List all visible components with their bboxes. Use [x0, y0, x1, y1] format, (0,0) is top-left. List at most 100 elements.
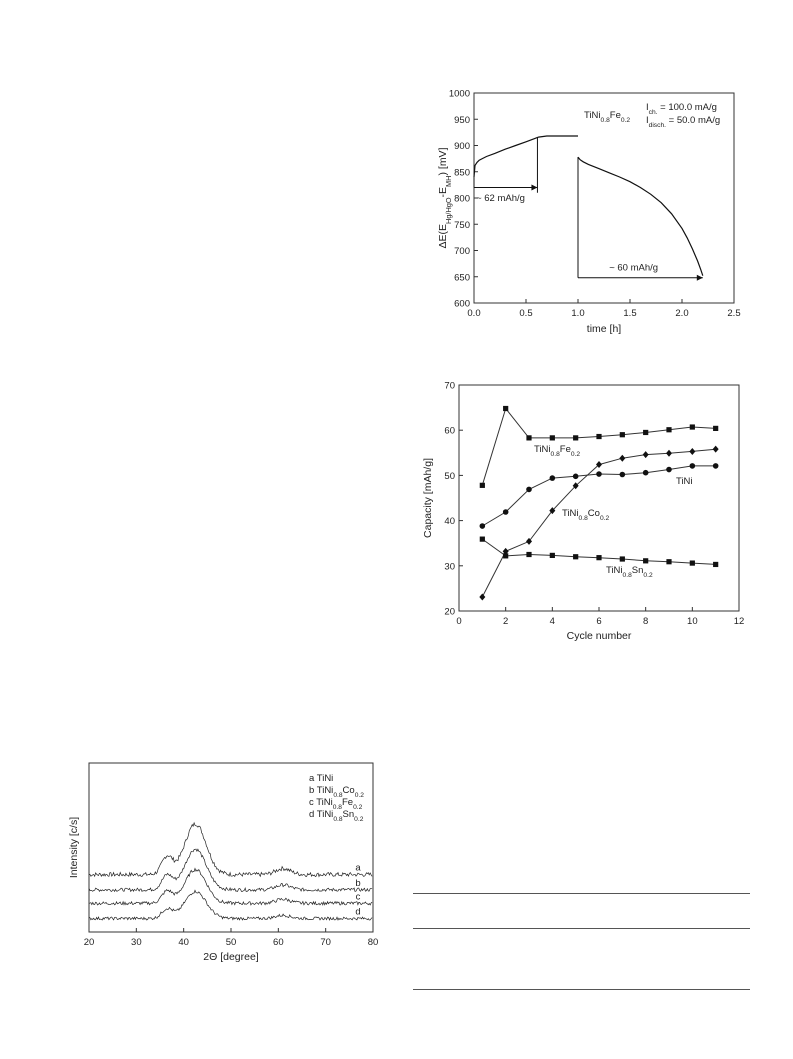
- data-point: [666, 449, 672, 457]
- data-point: [526, 551, 532, 558]
- y-tick-label: 850: [454, 167, 470, 178]
- data-point: [502, 509, 509, 515]
- data-point: [502, 547, 509, 555]
- discharge-current-label: Idisch. = 50.0 mA/g: [646, 115, 720, 129]
- series-line-3: [482, 538, 716, 565]
- data-point: [689, 447, 696, 455]
- discharge-capacity-note: ~ 60 mAh/g: [609, 262, 658, 273]
- x-tick-label: 8: [643, 616, 648, 627]
- x-tick-label: 30: [131, 937, 142, 948]
- data-point: [573, 554, 579, 560]
- data-point: [713, 561, 719, 568]
- series-line-0: [481, 407, 716, 486]
- data-point: [689, 560, 695, 566]
- data-point: [573, 435, 579, 441]
- y-tick-label: 600: [454, 299, 470, 310]
- data-point: [572, 482, 579, 490]
- y-axis-label: Capacity [mAh/g]: [422, 458, 434, 538]
- series-label: TiNi0.8Fe0.2: [534, 444, 580, 458]
- data-point: [712, 463, 719, 469]
- x-tick-label: 0.0: [467, 308, 480, 319]
- legend-entry: c TiNi0.8Fe0.2: [309, 797, 363, 811]
- legend-entry: b TiNi0.8Co0.2: [309, 785, 364, 799]
- x-tick-label: 4: [550, 616, 555, 627]
- pattern-letter: c: [356, 891, 361, 902]
- data-point: [666, 466, 672, 473]
- y-tick-label: 950: [454, 115, 470, 126]
- data-point: [689, 463, 696, 469]
- x-axis-label: Cycle number: [567, 630, 632, 642]
- x-tick-label: 80: [368, 937, 379, 948]
- data-point: [713, 425, 719, 431]
- x-axis-label: time [h]: [587, 323, 622, 335]
- table-top-rule: [413, 893, 750, 894]
- pattern-letter: d: [355, 906, 360, 917]
- x-tick-label: 70: [320, 937, 331, 948]
- data-point: [666, 427, 672, 433]
- data-point: [619, 454, 626, 462]
- legend-entry: d TiNi0.8Sn0.2: [309, 809, 364, 823]
- x-tick-label: 2: [503, 616, 508, 627]
- data-point: [572, 473, 579, 480]
- y-tick-label: 1000: [449, 89, 470, 100]
- series-label: TiNi0.8Sn0.2: [606, 565, 653, 579]
- x-tick-label: 12: [734, 616, 745, 627]
- x-tick-label: 6: [596, 616, 601, 627]
- xrd-pattern-d: [88, 889, 373, 922]
- data-point: [479, 593, 486, 601]
- y-tick-label: 50: [444, 471, 455, 482]
- data-point: [549, 475, 556, 481]
- plot-frame: [458, 384, 740, 612]
- xrd-pattern-c: [88, 867, 373, 906]
- charge-curve: [473, 135, 578, 178]
- pattern-letter: a: [355, 863, 361, 874]
- data-point: [549, 435, 555, 441]
- data-point: [479, 482, 485, 488]
- y-tick-label: 20: [444, 607, 455, 618]
- data-point: [642, 469, 649, 476]
- x-tick-label: 1.5: [623, 308, 636, 319]
- y-tick-label: 40: [444, 516, 455, 527]
- plot-frame: [88, 762, 374, 933]
- data-point: [689, 424, 695, 430]
- data-point: [503, 405, 509, 412]
- discharge-curve: [577, 156, 704, 276]
- y-tick-label: 800: [454, 194, 470, 205]
- x-tick-label: 60: [273, 937, 284, 948]
- y-tick-label: 30: [444, 561, 455, 572]
- y-tick-label: 700: [454, 246, 470, 257]
- data-point: [526, 435, 532, 441]
- series-line-1: [482, 465, 716, 527]
- data-point: [619, 432, 625, 438]
- alloy-label: TiNi0.8Fe0.2: [584, 110, 630, 124]
- x-axis-label: 2Θ [degree]: [203, 951, 259, 963]
- xrd-pattern-a: [88, 821, 373, 878]
- data-point: [619, 556, 625, 562]
- x-tick-label: 50: [226, 937, 237, 948]
- charge-current-label: Ich. = 100.0 mA/g: [646, 102, 717, 116]
- data-point: [479, 523, 486, 529]
- table-header-rule: [413, 928, 750, 929]
- data-point: [596, 461, 602, 469]
- x-tick-label: 0.5: [519, 308, 532, 319]
- series-label: TiNi: [676, 476, 693, 487]
- data-point: [503, 553, 509, 559]
- data-point: [712, 445, 719, 453]
- plot-frame: [473, 92, 735, 304]
- charge-capacity-note: ~ 62 mAh/g: [476, 193, 525, 204]
- pattern-letter: b: [355, 878, 360, 889]
- data-point: [526, 486, 532, 493]
- xrd-pattern-b: [88, 848, 373, 893]
- x-tick-label: 2.5: [727, 308, 740, 319]
- discharge-arrow-head: [696, 274, 703, 281]
- series-label: TiNi0.8Co0.2: [562, 508, 609, 522]
- x-tick-label: 2.0: [675, 308, 688, 319]
- x-tick-label: 1.0: [571, 308, 584, 319]
- data-point: [642, 451, 649, 459]
- table-bottom-rule: [413, 989, 750, 990]
- data-point: [596, 471, 602, 477]
- y-tick-label: 650: [454, 272, 470, 283]
- x-tick-label: 10: [687, 616, 698, 627]
- y-tick-label: 70: [444, 381, 455, 392]
